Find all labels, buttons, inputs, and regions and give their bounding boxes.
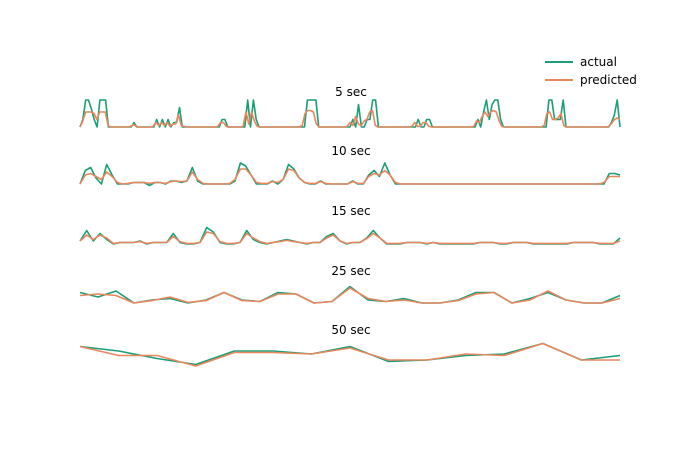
series-line-predicted: [79, 342, 620, 367]
panel-15-sec: 15 sec: [79, 204, 621, 245]
series-line-predicted: [79, 168, 620, 185]
panel-title: 10 sec: [331, 144, 370, 158]
panel-10-sec: 10 sec: [79, 144, 621, 187]
series-line-predicted: [79, 231, 621, 245]
legend-label-actual: actual: [580, 55, 617, 69]
panel-50-sec: 50 sec: [79, 323, 621, 367]
panel-title: 15 sec: [331, 204, 370, 218]
panel-5-sec: 5 sec: [79, 85, 621, 128]
panel-title: 25 sec: [331, 264, 370, 278]
series-line-actual: [79, 285, 621, 304]
series-line-predicted: [79, 287, 621, 304]
panel-title: 50 sec: [331, 323, 370, 337]
legend: actual predicted: [545, 55, 637, 87]
series-line-actual: [79, 226, 621, 245]
panel-25-sec: 25 sec: [79, 264, 621, 304]
series-line-actual: [79, 342, 621, 366]
legend-label-predicted: predicted: [580, 73, 637, 87]
series-line-predicted: [79, 109, 621, 128]
panel-title: 5 sec: [335, 85, 367, 99]
